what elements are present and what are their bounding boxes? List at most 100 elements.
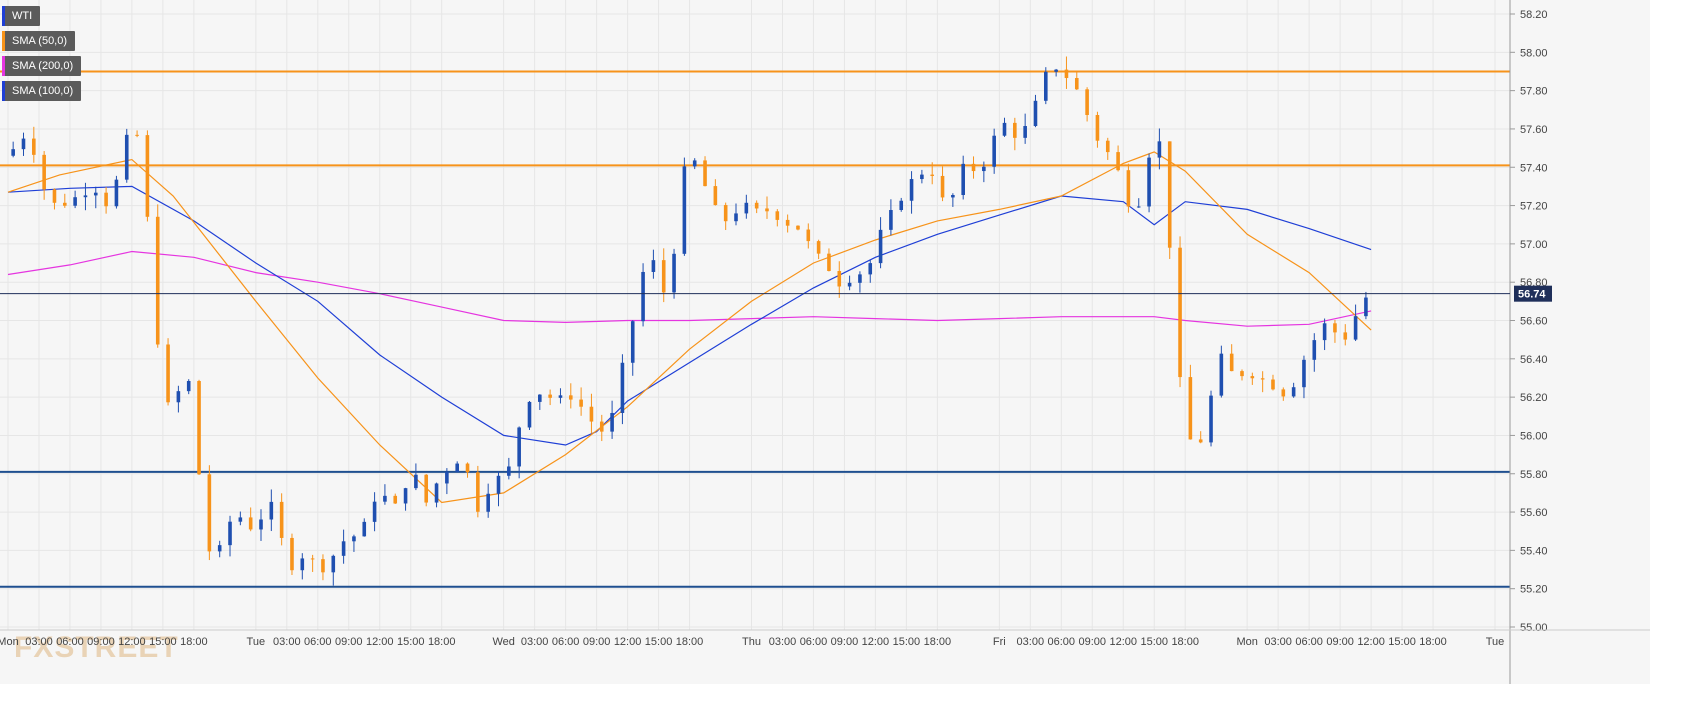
candle-body [1198, 439, 1203, 443]
y-tick-label: 56.00 [1520, 430, 1548, 442]
y-tick-label: 57.40 [1520, 162, 1548, 174]
y-tick-label: 57.80 [1520, 86, 1548, 98]
candle-body [692, 160, 697, 167]
candle-body [1178, 247, 1182, 378]
candle-body [816, 241, 821, 254]
plot-background [0, 0, 1650, 684]
candle-body [403, 488, 408, 504]
x-tick-label: 18:00 [924, 636, 952, 648]
legend-sma-100[interactable]: SMA (100,0) [2, 81, 82, 101]
x-tick-label: 15:00 [645, 636, 673, 648]
candle-body [1136, 206, 1141, 208]
candle-body [703, 160, 707, 187]
candle-body [135, 134, 139, 136]
grid [0, 0, 1510, 630]
candle-body [1271, 379, 1275, 390]
last-price-badge [1514, 285, 1552, 302]
candle-body [1250, 376, 1255, 379]
legend-sma-200-swatch [2, 56, 5, 76]
candle-body [52, 189, 57, 203]
candle-body [290, 537, 294, 571]
candle-body [496, 475, 501, 494]
x-tick-label: 18:00 [1419, 636, 1447, 648]
candle-body [1023, 126, 1027, 138]
x-tick-label: Mon [0, 636, 19, 648]
last-price-label: 56.74 [1518, 289, 1546, 301]
candle-body [352, 536, 356, 542]
legend-symbol[interactable]: WTI [2, 6, 41, 26]
candle-body [837, 271, 842, 287]
y-tick-label: 55.40 [1520, 545, 1548, 557]
x-tick-label: 06:00 [800, 636, 828, 648]
watermark-logo: FXSTREET [14, 631, 179, 664]
candle-body [589, 406, 594, 422]
x-tick-label: 09:00 [1079, 636, 1107, 648]
candle-body [383, 495, 387, 502]
sma-100-line [7, 185, 1372, 446]
candle-body [517, 427, 521, 467]
x-tick-label: 18:00 [1171, 636, 1199, 648]
candle-body [527, 401, 532, 428]
x-tick-label: 15:00 [149, 636, 177, 648]
x-tick-label: 15:00 [1388, 636, 1416, 648]
legend-sma-100-label: SMA (100,0) [12, 85, 74, 97]
candle-body [579, 399, 583, 407]
candle-body [971, 163, 976, 172]
x-tick-label: 03:00 [521, 636, 549, 648]
y-tick-label: 57.20 [1520, 201, 1548, 213]
candle-body [1281, 389, 1286, 397]
x-tick-label: 06:00 [1295, 636, 1323, 648]
candle-body [1033, 100, 1038, 127]
candle-body [1167, 141, 1172, 248]
x-tick-label: 09:00 [583, 636, 611, 648]
candle-body [507, 466, 511, 476]
x-tick-label: 15:00 [397, 636, 425, 648]
candle-body [930, 174, 935, 176]
candle-body [889, 210, 893, 230]
legend-sma-50[interactable]: SMA (50,0) [2, 31, 76, 51]
candle-body [207, 474, 212, 552]
candle-body [1074, 78, 1079, 90]
candle-body [310, 558, 315, 560]
candle-body [217, 545, 222, 552]
candle-body [424, 474, 429, 503]
candle-body [42, 154, 46, 190]
y-tick-label: 55.60 [1520, 507, 1548, 519]
x-axis: Mon 03:00 06:00 09:00 12:00 15:00 18:00 Tue 03:0… [0, 629, 1650, 648]
x-tick-label: Tue [1486, 636, 1505, 648]
candle-body [661, 260, 666, 293]
candle-body [279, 501, 284, 538]
candle-body [1209, 395, 1213, 443]
candle-body [62, 202, 67, 206]
candle-body [1219, 353, 1224, 396]
horizontal-levels [0, 70, 1510, 588]
candle-body [1343, 332, 1348, 340]
candle-body [476, 472, 480, 512]
candle-body [372, 501, 377, 522]
candles [11, 56, 1368, 586]
candle-body [486, 493, 490, 512]
candle-body [362, 521, 367, 537]
candle-body [83, 195, 88, 198]
candle-body [1054, 69, 1058, 72]
candle-body [827, 253, 831, 272]
candle-body [806, 229, 811, 242]
candle-body [558, 395, 563, 398]
candle-body [1095, 114, 1100, 141]
x-tick-label: 18:00 [428, 636, 456, 648]
x-tick-label: 15:00 [1140, 636, 1168, 648]
candle-body [909, 179, 914, 201]
candle-body [713, 186, 718, 206]
legend-sma-100-swatch [2, 81, 5, 101]
candle-body [538, 394, 542, 402]
x-tick-label: 12:00 [1109, 636, 1137, 648]
candle-body [878, 229, 883, 264]
x-tick-label: 06:00 [56, 636, 84, 648]
legend-sma-200[interactable]: SMA (200,0) [2, 56, 82, 76]
candle-body [269, 501, 274, 520]
x-tick-label: 18:00 [180, 636, 208, 648]
candle-body [1322, 323, 1327, 341]
x-tick-label: 18:00 [676, 636, 704, 648]
candle-body [1147, 157, 1151, 207]
